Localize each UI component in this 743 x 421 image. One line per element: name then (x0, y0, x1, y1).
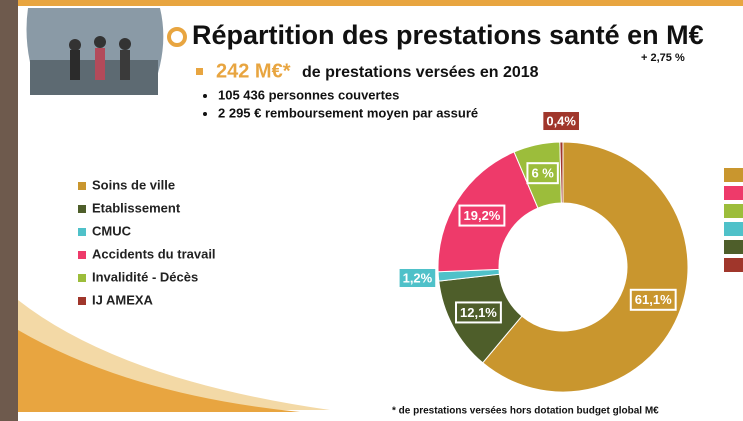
data-label: 19,2% (458, 204, 506, 227)
decor-curve (18, 330, 300, 412)
headline-amount: 242 M€* (216, 60, 291, 82)
data-label-text: 61,1% (635, 292, 672, 307)
donut-slice (559, 141, 564, 204)
data-label-box (458, 204, 506, 227)
footnote: * de prestations versées hors dotation b… (392, 406, 659, 417)
bullet-dot (203, 112, 207, 116)
headline-bullet (196, 68, 203, 75)
data-label-text: 0,4% (546, 113, 576, 128)
data-label-box (541, 110, 581, 133)
title-bullet (167, 27, 187, 47)
legend-label: Soins de ville (92, 177, 175, 192)
side-legend (724, 168, 743, 272)
bullet: 2 295 € remboursement moyen par assuré (218, 105, 478, 120)
headline-growth: + 2,75 % (641, 52, 685, 64)
legend-swatch (78, 228, 86, 236)
legend-swatch (78, 182, 86, 190)
data-label-text: 19,2% (464, 208, 501, 223)
legend-swatch (78, 297, 86, 305)
data-label-text: 12,1% (460, 305, 497, 320)
legend-swatch (78, 274, 86, 282)
donut-slice (482, 141, 689, 393)
legend-swatch (78, 251, 86, 259)
data-label: 61,1% (629, 288, 677, 311)
title: Répartition des prestations santé en M€ (192, 20, 704, 50)
headline-text: de prestations versées en 2018 (302, 64, 539, 81)
data-label-text: 1,2% (403, 270, 433, 285)
legend-label: Accidents du travail (92, 246, 216, 261)
data-label: 12,1% (455, 301, 502, 324)
data-label-text: 6 % (531, 166, 554, 181)
data-label-box (455, 301, 502, 324)
photo (26, 8, 164, 95)
legend-swatch (78, 205, 86, 213)
legend-label: CMUC (92, 223, 132, 238)
bullet-dot (203, 94, 207, 98)
data-label-box (526, 162, 559, 185)
bullet: 105 436 personnes couvertes (218, 87, 399, 102)
legend-label: Etablissement (92, 200, 181, 215)
data-label-box (397, 266, 438, 289)
data-label: 1,2% (397, 266, 438, 289)
side-bar (0, 0, 18, 421)
data-label-box (629, 288, 677, 311)
legend-label: IJ AMEXA (92, 292, 154, 307)
data-label: 6 % (526, 162, 559, 185)
data-label: 0,4% (541, 110, 581, 133)
top-bar (18, 0, 743, 6)
legend-label: Invalidité - Décès (92, 269, 198, 284)
